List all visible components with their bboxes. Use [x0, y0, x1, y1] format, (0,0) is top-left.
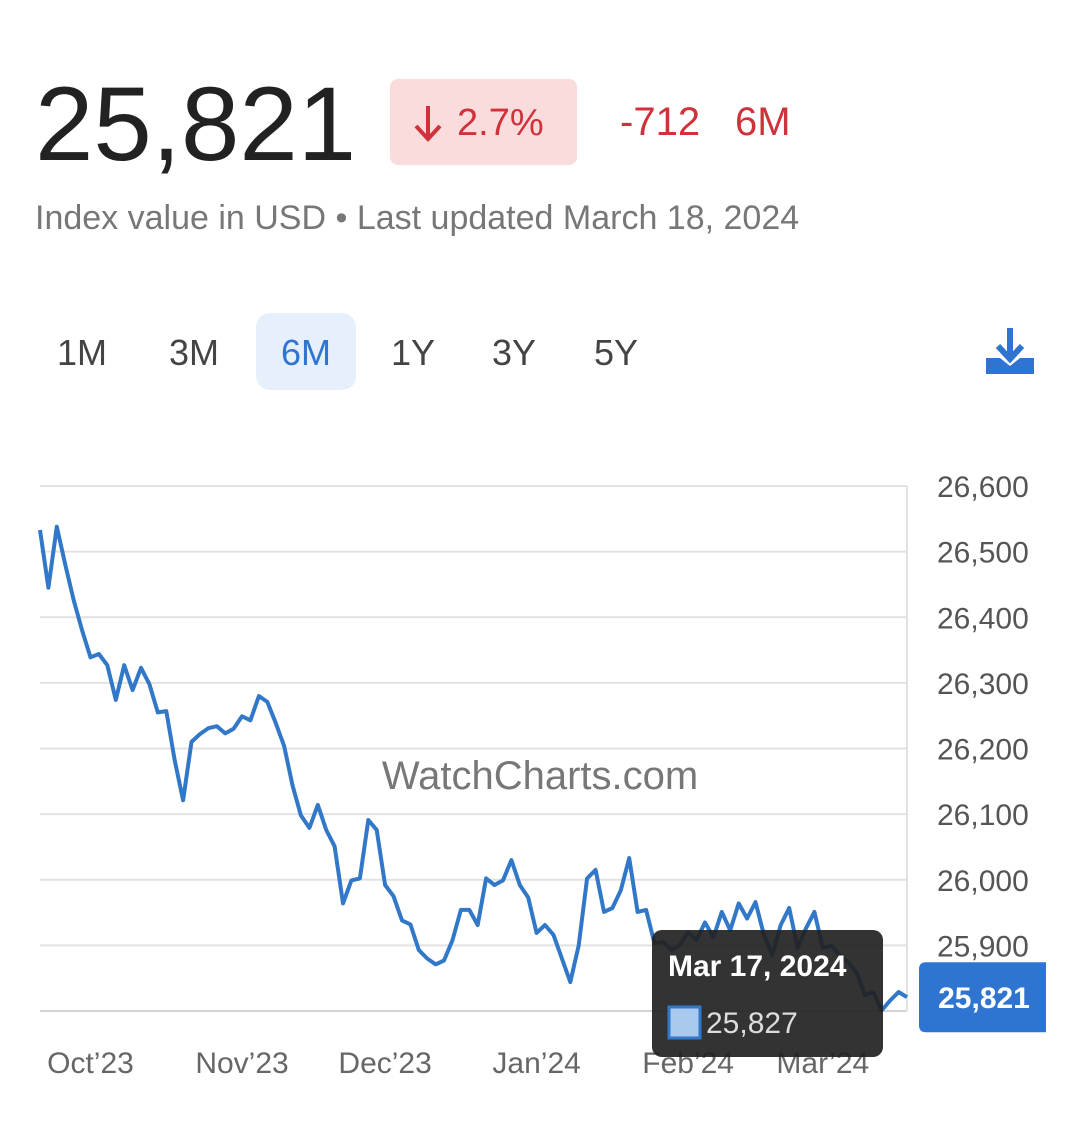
- change-badge: [390, 79, 577, 165]
- tabs: 1M 3M 6M 1Y 3Y 5Y: [57, 313, 638, 390]
- y-tick-label: 26,500: [937, 537, 1029, 570]
- x-tick-label: Nov’23: [195, 1047, 288, 1080]
- x-tick-label: Dec’23: [338, 1047, 431, 1080]
- price-line: [38, 524, 909, 1013]
- tooltip-value: 25,827: [706, 1007, 798, 1040]
- tab-selected-bg: [256, 313, 356, 390]
- tooltip-date: Mar 17, 2024: [668, 950, 847, 983]
- tooltip-bg: [652, 930, 883, 1057]
- download-tray: [986, 358, 1034, 374]
- tab-label: 5Y: [594, 332, 638, 373]
- tab[interactable]: 6M: [256, 313, 356, 390]
- y-tick-label: 26,000: [937, 865, 1029, 898]
- y-tick-label: 26,200: [937, 734, 1029, 767]
- download-arrow: [995, 328, 1025, 364]
- period: 6M: [735, 100, 791, 144]
- y-tick-label: 25,900: [937, 930, 1029, 963]
- last-value-label: 25,821: [938, 982, 1030, 1015]
- tab[interactable]: 1M: [57, 332, 107, 373]
- tab[interactable]: 1Y: [391, 332, 435, 373]
- change-pct: 2.7%: [457, 102, 544, 144]
- y-tick-label: 26,300: [937, 668, 1029, 701]
- y-tick-label: 26,600: [937, 471, 1029, 504]
- x-tick-label: Oct’23: [47, 1047, 134, 1080]
- tab-label: 3M: [169, 332, 219, 373]
- last-value-box: [919, 962, 1046, 1033]
- chart: 25,900 26,000 26,100 26,200 26,300 26,400 26,5…: [38, 471, 1046, 1080]
- tab-label: 6M: [281, 332, 331, 373]
- download-icon[interactable]: [986, 328, 1034, 374]
- x-tick-label: Jan’24: [492, 1047, 580, 1080]
- tab-label: 1Y: [391, 332, 435, 373]
- watermark: WatchCharts.com: [382, 754, 698, 798]
- tooltip: Mar 17, 2024 25,827: [652, 930, 883, 1057]
- tab-label: 1M: [57, 332, 107, 373]
- tab-label: 3Y: [492, 332, 536, 373]
- y-tick-label: 26,400: [937, 602, 1029, 635]
- tab[interactable]: 3Y: [492, 332, 536, 373]
- y-tick-label: 26,100: [937, 799, 1029, 832]
- price: 25,821: [35, 66, 356, 183]
- tooltip-swatch: [667, 1005, 702, 1040]
- tab[interactable]: 5Y: [594, 332, 638, 373]
- change: -712: [620, 100, 700, 144]
- down-arrow: [414, 106, 442, 142]
- subtitle: Index value in USD • Last updated March …: [35, 199, 799, 237]
- tab[interactable]: 3M: [169, 332, 219, 373]
